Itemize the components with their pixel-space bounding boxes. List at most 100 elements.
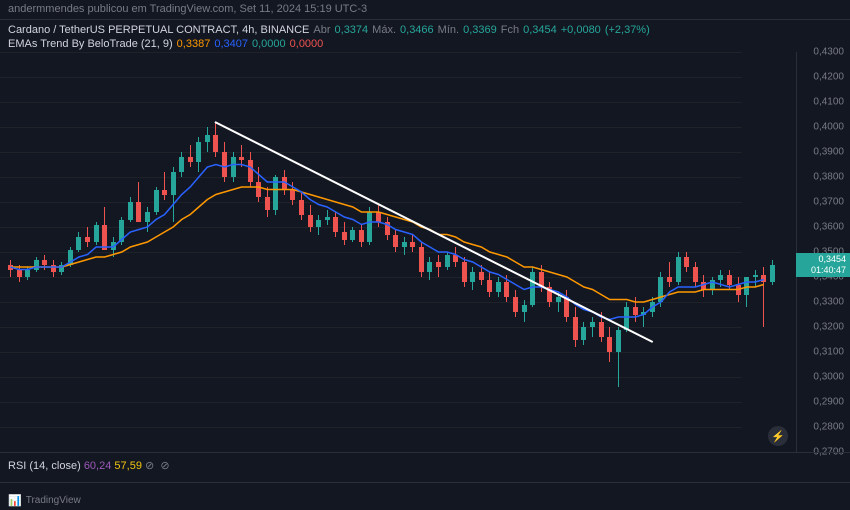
candlestick[interactable] (427, 257, 432, 280)
candlestick[interactable] (470, 267, 475, 290)
candlestick[interactable] (693, 262, 698, 287)
candlestick[interactable] (718, 270, 723, 288)
footer-brand[interactable]: TradingView (26, 495, 81, 506)
indicator-ema-title[interactable]: EMAs Trend By BeloTrade (21, 9) (8, 38, 173, 50)
candlestick[interactable] (162, 172, 167, 200)
candlestick[interactable] (136, 182, 141, 210)
candlestick[interactable] (239, 145, 244, 168)
candlestick[interactable] (419, 242, 424, 277)
candlestick[interactable] (17, 265, 22, 283)
candlestick[interactable] (445, 252, 450, 270)
candlestick[interactable] (599, 312, 604, 342)
candlestick[interactable] (85, 227, 90, 247)
candlestick[interactable] (42, 255, 47, 270)
candlestick[interactable] (102, 207, 107, 232)
candlestick[interactable] (25, 267, 30, 280)
candlestick[interactable] (658, 272, 663, 307)
candlestick[interactable] (436, 255, 441, 278)
candlestick[interactable] (581, 322, 586, 345)
candlestick[interactable] (222, 142, 227, 182)
candlestick[interactable] (573, 307, 578, 347)
candlestick[interactable] (676, 252, 681, 285)
lightning-icon[interactable]: ⚡ (768, 426, 788, 446)
candlestick[interactable] (231, 152, 236, 182)
candlestick[interactable] (290, 182, 295, 205)
candlestick[interactable] (590, 317, 595, 337)
candlestick[interactable] (650, 297, 655, 317)
candlestick[interactable] (205, 127, 210, 152)
candlestick[interactable] (154, 187, 159, 215)
candlestick[interactable] (308, 205, 313, 233)
candlestick[interactable] (196, 137, 201, 172)
candlestick[interactable] (299, 192, 304, 220)
candlestick[interactable] (316, 215, 321, 235)
symbol-name[interactable]: Cardano / TetherUS PERPETUAL CONTRACT, 4… (8, 24, 309, 36)
candlestick[interactable] (410, 235, 415, 253)
tradingview-logo-icon[interactable]: 📊 (8, 494, 22, 507)
candlestick[interactable] (59, 262, 64, 275)
candlestick[interactable] (213, 122, 218, 157)
candlestick[interactable] (179, 152, 184, 177)
candlestick[interactable] (522, 300, 527, 323)
candlestick[interactable] (248, 152, 253, 187)
candlestick[interactable] (128, 197, 133, 222)
candlestick[interactable] (273, 175, 278, 215)
candlestick[interactable] (496, 277, 501, 297)
candlestick[interactable] (607, 327, 612, 362)
candlestick[interactable] (188, 145, 193, 168)
candlestick[interactable] (325, 210, 330, 225)
candlestick[interactable] (376, 205, 381, 228)
candlestick[interactable] (282, 170, 287, 195)
candlestick[interactable] (265, 187, 270, 217)
candlestick[interactable] (710, 277, 715, 295)
candlestick[interactable] (684, 252, 689, 272)
candlestick[interactable] (385, 217, 390, 240)
chart-plot-area[interactable] (0, 52, 796, 452)
candlestick[interactable] (94, 222, 99, 245)
candlestick[interactable] (487, 272, 492, 297)
candlestick[interactable] (8, 260, 13, 278)
candlestick[interactable] (171, 167, 176, 222)
candlestick[interactable] (744, 287, 749, 307)
candlestick[interactable] (111, 237, 116, 257)
candlestick[interactable] (68, 247, 73, 267)
candlestick[interactable] (564, 290, 569, 323)
candlestick[interactable] (633, 297, 638, 322)
candlestick[interactable] (761, 267, 766, 327)
candlestick[interactable] (479, 265, 484, 285)
candlestick[interactable] (641, 307, 646, 327)
candlestick[interactable] (342, 222, 347, 245)
candlestick[interactable] (393, 230, 398, 253)
candlestick[interactable] (616, 327, 621, 387)
candlestick[interactable] (770, 260, 775, 285)
candlestick[interactable] (145, 207, 150, 232)
candlestick[interactable] (556, 292, 561, 312)
candlestick[interactable] (667, 262, 672, 287)
candlestick[interactable] (624, 302, 629, 332)
candlestick[interactable] (736, 277, 741, 302)
rsi-panel[interactable]: RSI (14, close) 60,24 57,59 ⊘ ⊘ (0, 452, 850, 482)
candlestick[interactable] (34, 257, 39, 272)
candlestick[interactable] (504, 275, 509, 303)
candlestick[interactable] (727, 270, 732, 290)
main-chart[interactable]: 0,27000,28000,29000,30000,31000,32000,33… (0, 52, 850, 452)
candlestick[interactable] (513, 290, 518, 318)
candlestick[interactable] (256, 167, 261, 202)
candlestick[interactable] (350, 227, 355, 242)
candlestick[interactable] (753, 270, 758, 288)
candlestick[interactable] (453, 247, 458, 267)
candlestick[interactable] (119, 217, 124, 245)
candlestick[interactable] (462, 257, 467, 287)
price-axis[interactable]: 0,27000,28000,29000,30000,31000,32000,33… (796, 52, 850, 452)
downtrend-line[interactable] (215, 122, 653, 342)
candlestick[interactable] (402, 237, 407, 255)
candlestick[interactable] (539, 265, 544, 293)
candlestick[interactable] (359, 225, 364, 248)
candlestick[interactable] (333, 212, 338, 237)
candlestick[interactable] (547, 282, 552, 307)
candlestick[interactable] (76, 232, 81, 252)
candlestick[interactable] (367, 207, 372, 245)
candlestick[interactable] (530, 267, 535, 307)
candlestick[interactable] (51, 260, 56, 278)
candlestick[interactable] (701, 275, 706, 298)
